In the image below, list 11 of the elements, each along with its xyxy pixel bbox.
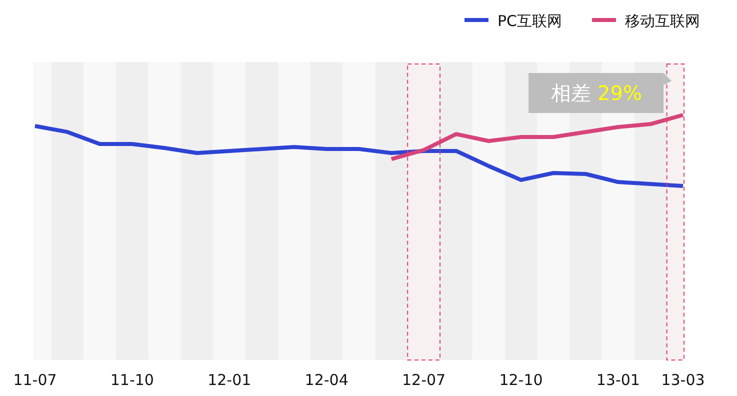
x-tick-label: 13-03 <box>661 371 705 389</box>
legend-label: PC互联网 <box>497 12 562 30</box>
annotation: 相差 29% <box>551 81 642 105</box>
legend-label: 移动互联网 <box>625 12 700 30</box>
x-tick-label: 11-07 <box>13 371 57 389</box>
x-tick-label: 12-10 <box>499 371 543 389</box>
x-tick-label: 11-10 <box>110 371 154 389</box>
x-tick-label: 12-07 <box>402 371 446 389</box>
x-tick-label: 13-01 <box>596 371 640 389</box>
x-tick-label: 12-04 <box>304 371 348 389</box>
x-tick-label: 12-01 <box>208 371 252 389</box>
